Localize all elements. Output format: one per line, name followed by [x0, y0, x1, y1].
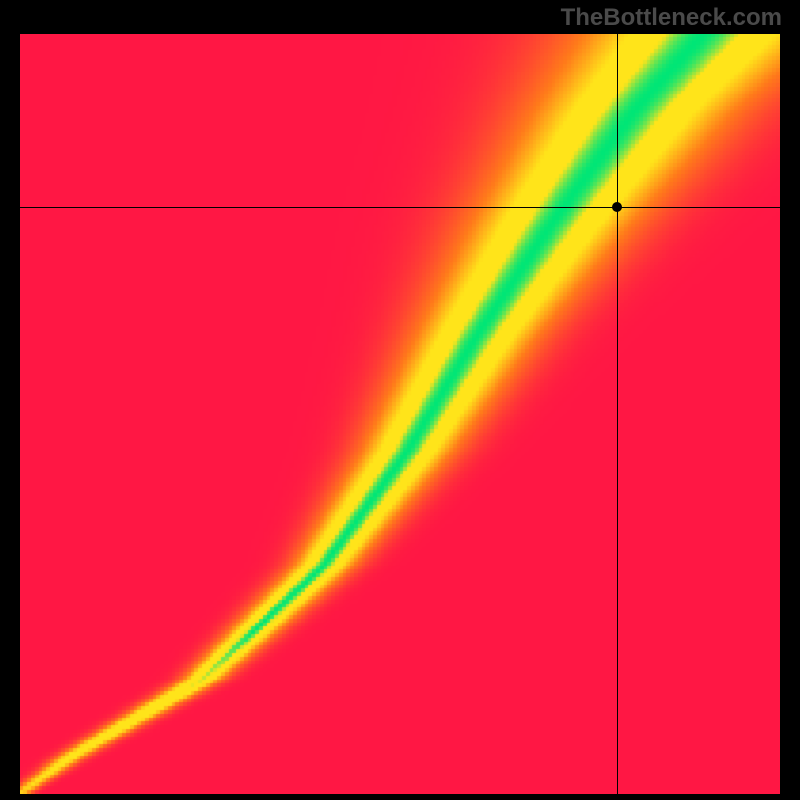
- crosshair-horizontal: [0, 207, 800, 208]
- watermark-text: TheBottleneck.com: [561, 4, 782, 32]
- crosshair-vertical: [617, 0, 618, 800]
- heatmap-area: [20, 34, 780, 794]
- crosshair-marker: [612, 202, 622, 212]
- chart-container: TheBottleneck.com: [0, 0, 800, 800]
- heatmap-canvas: [20, 34, 780, 794]
